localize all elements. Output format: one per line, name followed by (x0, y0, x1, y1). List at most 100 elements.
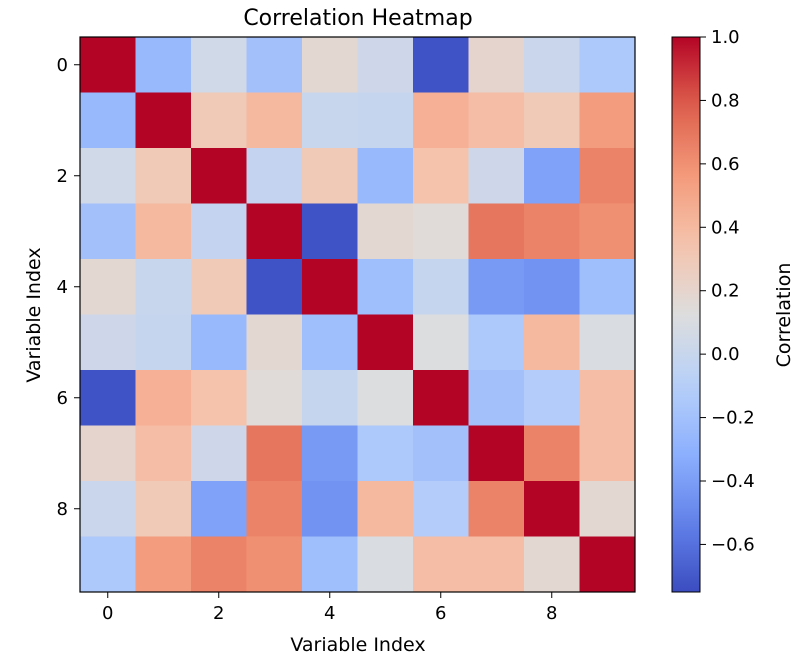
heatmap-cell-9-3 (246, 536, 303, 593)
heatmap-cell-0-9 (579, 37, 636, 93)
heatmap-cell-4-5 (357, 259, 414, 315)
heatmap-cell-6-5 (357, 370, 414, 426)
x-tick-label: 2 (213, 603, 224, 624)
heatmap-cell-8-4 (302, 481, 358, 537)
heatmap-cell-6-0 (80, 370, 136, 426)
colorbar-tick-label: 0.0 (711, 344, 740, 365)
heatmap-cell-2-0 (80, 148, 136, 204)
x-tick-label: 6 (435, 603, 446, 624)
heatmap-cell-7-6 (413, 425, 469, 482)
chart-title: Correlation Heatmap (243, 6, 472, 31)
heatmap-cell-7-4 (302, 425, 358, 482)
heatmap-cell-7-3 (246, 425, 303, 482)
heatmap-cell-2-1 (135, 148, 192, 204)
colorbar-tick-label: −0.2 (711, 408, 755, 429)
heatmap-cell-9-8 (524, 536, 580, 593)
heatmap-cell-6-3 (246, 370, 303, 426)
heatmap-cell-2-6 (413, 148, 469, 204)
colorbar-tick-label: 0.4 (711, 217, 740, 238)
heatmap-cell-8-8 (524, 481, 580, 537)
heatmap-cell-1-7 (468, 92, 525, 149)
colorbar-tick-label: 0.8 (711, 90, 740, 111)
heatmap-cell-4-0 (80, 259, 136, 315)
x-axis-ticks: 0 2 4 6 8 (102, 592, 557, 624)
heatmap-cell-7-1 (135, 425, 192, 482)
heatmap-cell-9-0 (80, 536, 136, 593)
heatmap-cell-8-6 (413, 481, 469, 537)
heatmap-cell-1-2 (191, 92, 247, 149)
heatmap-cell-7-5 (357, 425, 414, 482)
colorbar-tick-label: 0.2 (711, 281, 740, 302)
heatmap-cell-3-7 (468, 203, 525, 260)
x-tick-label: 0 (102, 603, 113, 624)
heatmap-cell-6-2 (191, 370, 247, 426)
heatmap-cells (80, 37, 636, 593)
heatmap-cell-6-7 (468, 370, 525, 426)
heatmap-cell-2-9 (579, 148, 636, 204)
heatmap-cell-3-1 (135, 203, 192, 260)
heatmap-cell-8-9 (579, 481, 636, 537)
heatmap-cell-7-7 (468, 425, 525, 482)
heatmap-cell-3-5 (357, 203, 414, 260)
heatmap-cell-0-0 (80, 37, 136, 93)
heatmap-cell-9-5 (357, 536, 414, 593)
heatmap-cell-2-7 (468, 148, 525, 204)
heatmap-cell-5-3 (246, 314, 303, 371)
colorbar-tick-label: −0.6 (711, 534, 755, 555)
heatmap-cell-8-0 (80, 481, 136, 537)
colorbar-tick-label: −0.4 (711, 471, 755, 492)
heatmap-cell-2-8 (524, 148, 580, 204)
heatmap-cell-0-6 (413, 37, 469, 93)
heatmap-cell-1-4 (302, 92, 358, 149)
heatmap-cell-9-1 (135, 536, 192, 593)
heatmap-cell-8-3 (246, 481, 303, 537)
heatmap-cell-0-3 (246, 37, 303, 93)
heatmap-cell-0-4 (302, 37, 358, 93)
colorbar-gradient (671, 36, 701, 593)
heatmap-cell-6-4 (302, 370, 358, 426)
heatmap-cell-4-7 (468, 259, 525, 315)
colorbar-label: Correlation (773, 263, 795, 368)
x-tick-label: 8 (546, 603, 557, 624)
heatmap-cell-1-0 (80, 92, 136, 149)
heatmap-cell-8-7 (468, 481, 525, 537)
heatmap-cell-7-0 (80, 425, 136, 482)
heatmap-cell-1-6 (413, 92, 469, 149)
plot-frame (79, 36, 636, 593)
heatmap-cell-3-2 (191, 203, 247, 260)
heatmap-cell-9-2 (191, 536, 247, 593)
heatmap-cell-3-3 (246, 203, 303, 260)
heatmap-cell-6-8 (524, 370, 580, 426)
heatmap-cell-3-0 (80, 203, 136, 260)
heatmap-cell-6-9 (579, 370, 636, 426)
heatmap-cell-1-8 (524, 92, 580, 149)
heatmap-cell-0-2 (191, 37, 247, 93)
heatmap-cell-3-6 (413, 203, 469, 260)
heatmap-cell-7-2 (191, 425, 247, 482)
heatmap-cell-8-1 (135, 481, 192, 537)
heatmap-cell-1-3 (246, 92, 303, 149)
y-tick-label: 8 (57, 499, 68, 520)
heatmap-cell-3-8 (524, 203, 580, 260)
y-axis-ticks: 0 2 4 6 8 (57, 55, 80, 520)
heatmap-cell-0-5 (357, 37, 414, 93)
heatmap-cell-0-1 (135, 37, 192, 93)
heatmap-cell-4-3 (246, 259, 303, 315)
x-axis-label: Variable Index (290, 634, 425, 656)
heatmap-cell-4-4 (302, 259, 358, 315)
heatmap-cell-5-1 (135, 314, 192, 371)
y-tick-label: 6 (57, 388, 68, 409)
heatmap-cell-9-9 (579, 536, 636, 593)
y-tick-label: 0 (57, 55, 68, 76)
heatmap-cell-9-6 (413, 536, 469, 593)
colorbar-tick-label: 1.0 (711, 27, 740, 48)
heatmap-cell-7-9 (579, 425, 636, 482)
colorbar: −0.6 −0.4 −0.2 0.0 0.2 0.4 0.6 0.8 1.0 (671, 27, 755, 593)
heatmap-cell-4-6 (413, 259, 469, 315)
heatmap-cell-5-2 (191, 314, 247, 371)
heatmap-cell-5-5 (357, 314, 414, 371)
heatmap-cell-8-2 (191, 481, 247, 537)
y-tick-label: 2 (57, 166, 68, 187)
heatmap-cell-2-5 (357, 148, 414, 204)
heatmap-cell-3-4 (302, 203, 358, 260)
